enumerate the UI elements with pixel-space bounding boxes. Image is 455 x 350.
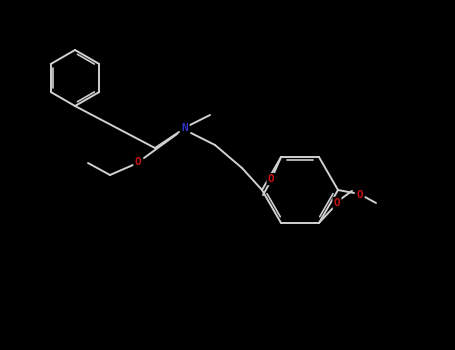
Text: N: N	[182, 123, 188, 133]
Text: O: O	[334, 198, 340, 208]
Text: O: O	[357, 190, 364, 200]
Text: O: O	[268, 174, 274, 184]
Text: O: O	[135, 157, 142, 167]
